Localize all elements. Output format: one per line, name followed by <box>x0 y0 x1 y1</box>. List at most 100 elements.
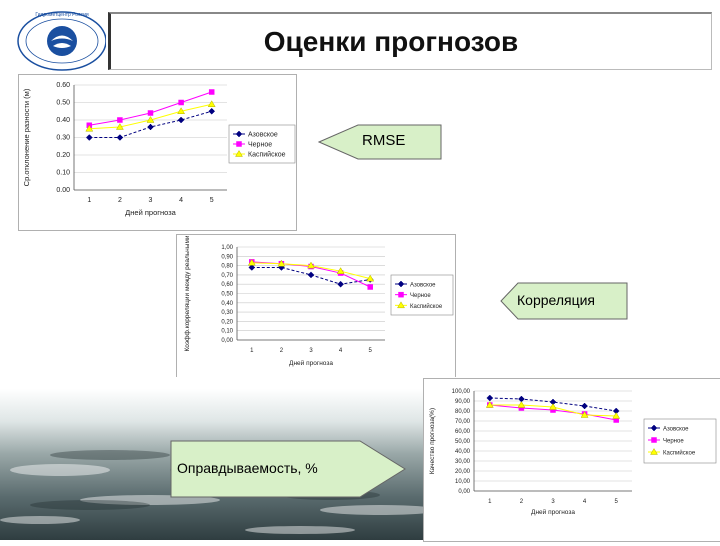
legend-marker <box>397 301 405 309</box>
legend: Азовское Черное Каспийское <box>390 274 454 316</box>
rmse-callout-arrow-shape <box>317 124 442 160</box>
y-tick-label: 50,00 <box>455 439 471 445</box>
justification-callout-arrow-shape <box>170 440 406 498</box>
data-point <box>485 401 494 408</box>
legend-marker <box>650 448 658 455</box>
y-tick-label: 10,00 <box>455 479 471 485</box>
title-box: Оценки прогнозов <box>108 12 712 70</box>
y-tick-label: 70,00 <box>455 419 471 425</box>
data-point <box>367 284 373 290</box>
y-tick-label: 30,00 <box>455 459 471 465</box>
y-tick-label: 0.50 <box>56 100 70 107</box>
data-point <box>336 267 345 274</box>
y-tick-label: 0.00 <box>56 187 70 194</box>
y-tick-label: 0,10 <box>221 329 233 335</box>
correlation-chart: 0,00 0,10 0,20 0,30 0,40 0,50 0,60 0,70 0,80 0,90… <box>184 235 454 367</box>
y-tick-label: 1,00 <box>221 245 233 251</box>
data-point <box>307 261 315 269</box>
y-tick-label: 60,00 <box>455 429 471 435</box>
data-point <box>207 100 216 107</box>
y-tick-label: 40,00 <box>455 449 471 455</box>
legend-entry: Азовское <box>410 283 436 289</box>
x-tick-label: 3 <box>309 348 313 354</box>
data-point <box>580 411 589 418</box>
rmse-callout-label: RMSE <box>362 132 406 149</box>
y-tick-label: 0.10 <box>56 170 70 177</box>
x-tick-label: 3 <box>551 499 555 505</box>
data-point <box>486 394 494 402</box>
legend: Азовское Черное Каспийское <box>643 418 717 464</box>
y-tick-label: 0.40 <box>56 117 70 124</box>
rmse-callout: RMSE <box>317 124 442 160</box>
x-tick-label: 5 <box>615 499 619 505</box>
data-point <box>177 116 185 124</box>
data-point <box>248 264 256 271</box>
x-tick-label: 4 <box>339 348 343 354</box>
data-point <box>517 401 526 408</box>
data-point <box>177 107 186 114</box>
x-tick-label: 4 <box>179 197 183 204</box>
y-tick-label: 0.60 <box>56 82 70 89</box>
y-tick-label: 0,40 <box>221 301 233 307</box>
justification-chart-panel: 0,00 10,00 20,00 30,00 40,00 50,00 60,00 70,00 8… <box>423 378 720 542</box>
legend-entry: Каспийское <box>663 450 696 457</box>
x-axis-label: Дней прогноза <box>125 208 176 217</box>
x-axis-label: Дней прогноза <box>289 359 333 367</box>
x-tick-label: 4 <box>583 499 587 505</box>
legend: Азовское Черное Каспийское <box>228 124 296 164</box>
logo-text: Гидрометцентр России <box>35 12 89 18</box>
justification-callout-label: Оправдываемость, % <box>177 460 318 476</box>
data-point <box>146 116 155 123</box>
chart-group: 0.00 0.10 0.20 0.30 0.40 0.50 0.60 1 2 3 4 5 Дней пр… <box>22 82 227 217</box>
data-point <box>208 89 215 95</box>
data-point <box>549 403 557 410</box>
legend-marker <box>650 424 658 432</box>
x-tick-label: 5 <box>210 197 214 204</box>
y-axis-label: Качество прогноза(%) <box>429 408 436 474</box>
data-point <box>178 99 184 106</box>
y-tick-label: 0,20 <box>221 319 233 325</box>
correlation-callout: Корреляция <box>500 282 628 320</box>
correlation-callout-label: Корреляция <box>517 292 596 308</box>
legend-entry: Каспийское <box>410 303 443 310</box>
rmse-chart-panel: 0.00 0.10 0.20 0.30 0.40 0.50 0.60 1 2 3 4 5 Дней пр… <box>18 74 297 231</box>
series-line <box>489 397 617 412</box>
data-point <box>307 271 315 279</box>
y-axis-label: Коэфф.корреляции между реальными <box>184 235 191 351</box>
y-tick-label: 0,00 <box>458 489 470 495</box>
y-axis-label: Ср.отклонение разности (м) <box>22 88 31 186</box>
y-tick-label: 100,00 <box>452 389 471 395</box>
data-point <box>115 123 124 130</box>
rmse-chart: 0.00 0.10 0.20 0.30 0.40 0.50 0.60 1 2 3 4 5 Дней пр… <box>22 82 296 217</box>
justification-chart: 0,00 10,00 20,00 30,00 40,00 50,00 60,00 70,00 8… <box>429 389 717 516</box>
slide-title: Оценки прогнозов <box>263 25 519 57</box>
x-tick-label: 3 <box>149 197 153 204</box>
correlation-callout-arrow-shape <box>500 282 628 320</box>
data-point <box>147 110 154 116</box>
data-point <box>277 259 286 267</box>
legend-entry: Каспийское <box>248 151 286 159</box>
legend-marker <box>398 291 404 298</box>
data-point <box>85 124 94 132</box>
y-tick-label: 20,00 <box>455 469 471 475</box>
x-tick-label: 1 <box>488 499 492 505</box>
data-point <box>117 117 123 123</box>
x-tick-label: 1 <box>250 348 254 354</box>
legend-marker <box>397 280 405 288</box>
y-tick-label: 0.30 <box>56 135 70 142</box>
legend-entry: Азовское <box>663 427 689 433</box>
legend-entry: Черное <box>663 439 684 445</box>
x-tick-label: 2 <box>520 499 524 505</box>
chart-group: 0,00 10,00 20,00 30,00 40,00 50,00 60,00 70,00 8… <box>429 389 632 516</box>
organization-logo: Гидрометцентр России <box>17 11 106 71</box>
justification-callout: Оправдываемость, % <box>170 440 406 498</box>
x-tick-label: 1 <box>87 197 91 204</box>
y-tick-label: 0,50 <box>221 292 233 298</box>
correlation-chart-panel: 0,00 0,10 0,20 0,30 0,40 0,50 0,60 0,70 0,80 0,90… <box>176 234 456 377</box>
legend-marker <box>235 150 243 157</box>
y-tick-label: 0,30 <box>221 310 233 316</box>
y-tick-label: 0,90 <box>221 254 233 260</box>
x-tick-label: 5 <box>369 348 373 354</box>
legend-marker <box>651 437 657 443</box>
legend-entry: Черное <box>248 142 272 149</box>
